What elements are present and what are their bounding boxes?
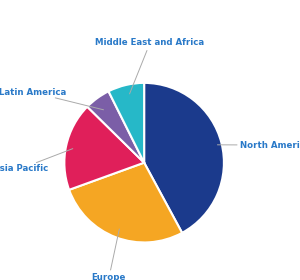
Text: Asia Pacific: Asia Pacific — [0, 149, 73, 173]
Wedge shape — [87, 91, 144, 163]
Wedge shape — [69, 163, 182, 242]
Text: Middle East and Africa: Middle East and Africa — [95, 38, 205, 94]
Wedge shape — [144, 83, 224, 233]
Wedge shape — [109, 83, 144, 163]
Text: North America: North America — [218, 141, 300, 150]
Text: Europe: Europe — [92, 229, 126, 280]
Text: Overview of the Global Residue Testing Market Value (Share %), By
Region, 2021: Overview of the Global Residue Testing M… — [6, 7, 300, 31]
Wedge shape — [64, 107, 144, 190]
Text: Latin America: Latin America — [0, 88, 103, 110]
